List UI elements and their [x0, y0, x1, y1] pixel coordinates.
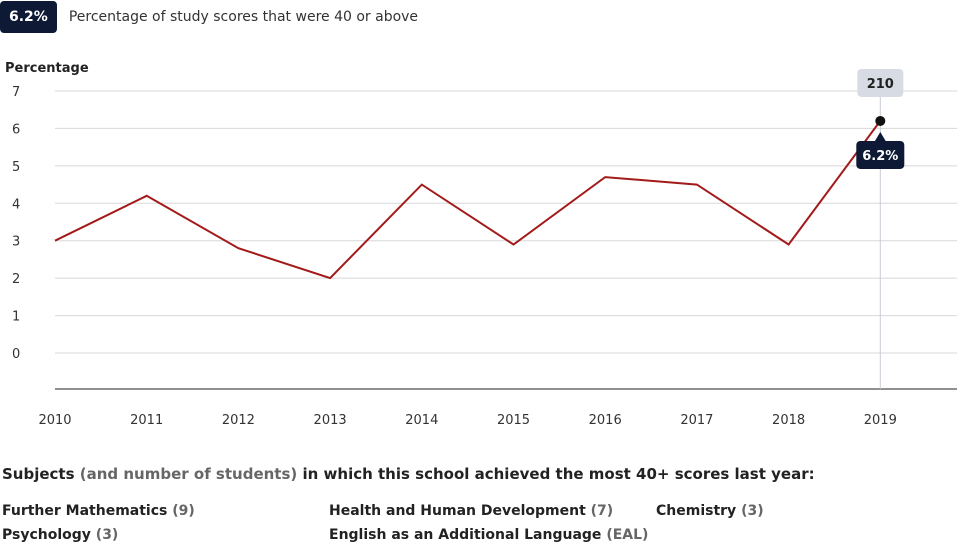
- count-tooltip-label: 210: [867, 77, 894, 92]
- y-tick-label: 6: [12, 122, 20, 137]
- y-tick-label: 1: [12, 310, 20, 325]
- count-tooltip: 210: [857, 68, 904, 97]
- y-tick-labels: 0 1 2 3 4 5 6 7: [12, 85, 20, 362]
- subject-name: Psychology: [2, 527, 91, 543]
- subjects-heading-start: Subjects: [2, 465, 80, 483]
- subject-item: Health and Human Development (7): [329, 503, 613, 519]
- value-tooltip-label: 6.2%: [862, 149, 898, 164]
- subject-name: English as an Additional Language: [329, 527, 602, 543]
- subjects-heading-paren: (and number of students): [79, 465, 298, 483]
- y-tick-label: 5: [12, 160, 20, 175]
- subject-count: (3): [95, 527, 119, 543]
- value-tooltip-arrow: [874, 131, 887, 142]
- subjects-heading-end: in which this school achieved the most 4…: [297, 465, 815, 483]
- subject-name: Further Mathematics: [2, 503, 168, 519]
- value-tooltip-box: [856, 140, 905, 169]
- x-tick-labels: 2010 2011 2012 2013 2014 2015 2016 2017 2018 2019: [38, 413, 896, 428]
- y-tick-label: 0: [12, 347, 20, 362]
- y-axis-label: Percentage: [5, 61, 89, 76]
- data-point-highlight: [875, 115, 886, 126]
- y-tick-label: 7: [12, 85, 20, 100]
- count-tooltip-box: [857, 68, 904, 97]
- x-tick-label: 2015: [497, 413, 530, 428]
- x-tick-label: 2011: [130, 413, 163, 428]
- subject-count: (9): [172, 503, 195, 519]
- subject-item: English as an Additional Language (EAL): [329, 527, 648, 543]
- gridlines: [55, 90, 957, 354]
- x-tick-label: 2014: [405, 413, 438, 428]
- subject-item: Chemistry (3): [656, 503, 764, 519]
- line-chart: Percentage 0 1 2 3 4 5 6 7 2010 2011 2012 2013 2014…: [5, 61, 957, 428]
- summary-header: 6.2% Percentage of study scores that wer…: [0, 0, 418, 34]
- subject-count: (3): [741, 503, 764, 519]
- x-tick-label: 2016: [589, 413, 622, 428]
- value-tooltip: 6.2%: [856, 131, 905, 169]
- subject-item: Psychology (3): [2, 527, 118, 543]
- y-tick-label: 4: [12, 197, 20, 212]
- data-points: [875, 115, 886, 126]
- x-tick-label: 2019: [864, 413, 897, 428]
- subject-name: Chemistry: [656, 503, 737, 519]
- x-tick-label: 2017: [680, 413, 713, 428]
- y-tick-label: 3: [12, 235, 20, 250]
- subjects-heading: Subjects (and number of students) in whi…: [2, 465, 815, 483]
- summary-caption: Percentage of study scores that were 40 …: [68, 9, 419, 25]
- subject-count: (EAL): [606, 527, 649, 543]
- percentage-badge: 6.2%: [0, 1, 57, 33]
- y-tick-label: 2: [12, 272, 20, 287]
- x-tick-label: 2018: [772, 413, 805, 428]
- subject-item: Further Mathematics (9): [2, 503, 195, 519]
- subject-count: (7): [590, 503, 614, 519]
- x-tick-label: 2012: [222, 413, 255, 428]
- series-line: [54, 120, 882, 280]
- x-tick-label: 2013: [314, 413, 347, 428]
- x-tick-label: 2010: [38, 413, 71, 428]
- subject-name: Health and Human Development: [329, 503, 586, 519]
